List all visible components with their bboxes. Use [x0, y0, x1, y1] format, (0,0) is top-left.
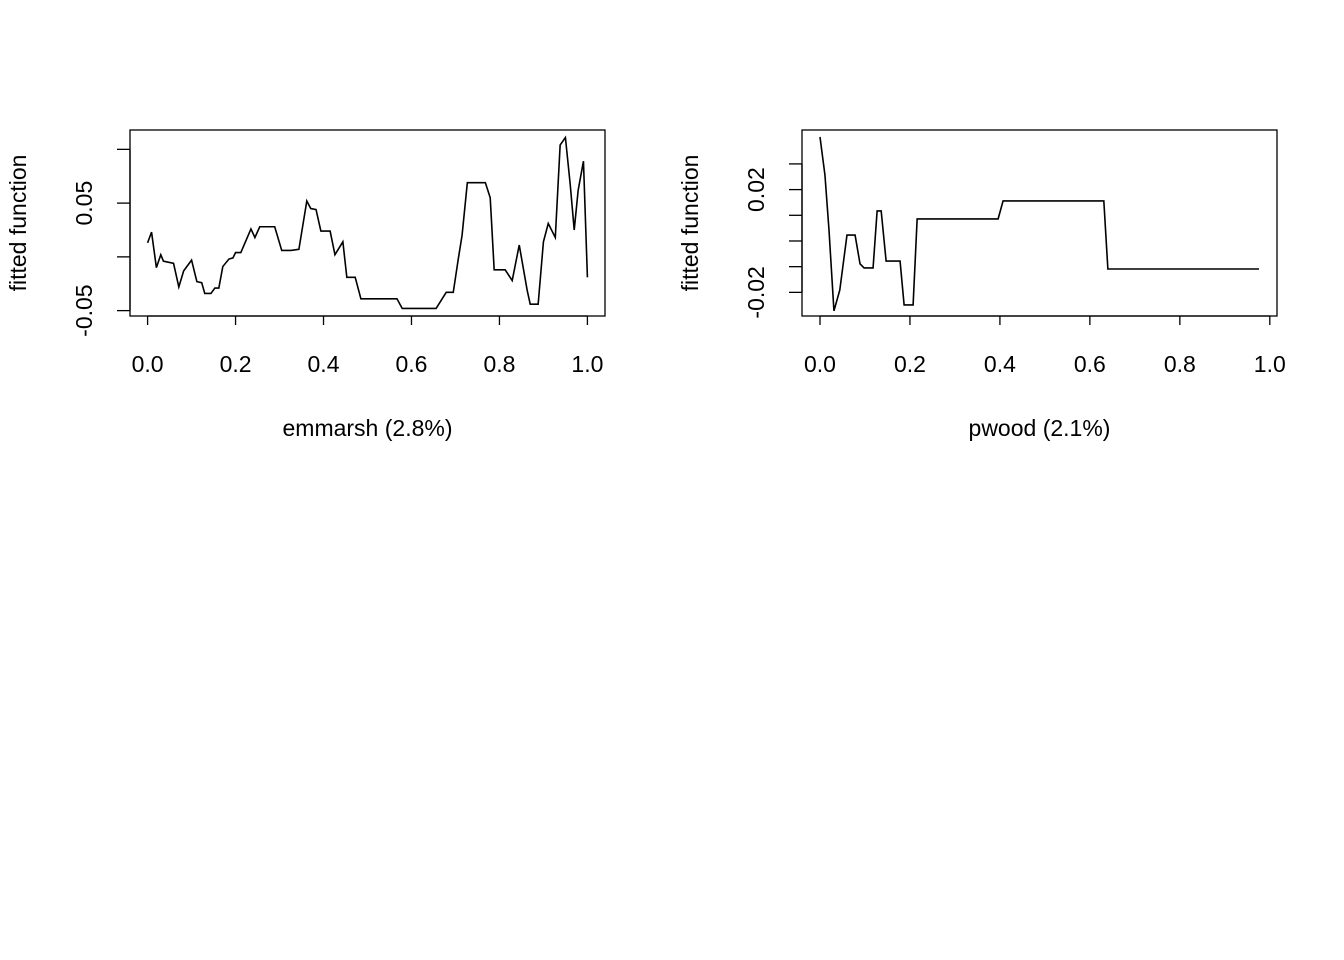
x-tick-label: 0.4 [308, 351, 340, 377]
data-line [819, 136, 1260, 312]
data-line [146, 135, 589, 310]
y-tick-label: -0.05 [71, 284, 97, 336]
x-axis-title: pwood (2.1%) [969, 415, 1111, 441]
x-tick-label: 1.0 [1254, 351, 1286, 377]
plot-box [129, 129, 606, 317]
x-tick-label: 0.8 [1164, 351, 1196, 377]
x-tick-label: 0.2 [894, 351, 926, 377]
x-tick-label: 0.0 [132, 351, 164, 377]
y-axis-title: fitted function [5, 155, 31, 292]
x-tick-label: 0.0 [804, 351, 836, 377]
x-tick-label: 0.6 [1074, 351, 1106, 377]
y-tick-label: -0.02 [743, 266, 769, 318]
plot-box [801, 129, 1278, 317]
y-tick-label: 0.05 [71, 181, 97, 226]
y-tick-label: 0.02 [743, 167, 769, 212]
x-tick-label: 0.6 [395, 351, 427, 377]
x-tick-label: 0.8 [483, 351, 515, 377]
y-axis-title: fitted function [677, 155, 703, 292]
x-tick-label: 0.4 [984, 351, 1016, 377]
x-axis-title: emmarsh (2.8%) [283, 415, 453, 441]
x-tick-label: 0.2 [220, 351, 252, 377]
x-tick-label: 1.0 [571, 351, 603, 377]
